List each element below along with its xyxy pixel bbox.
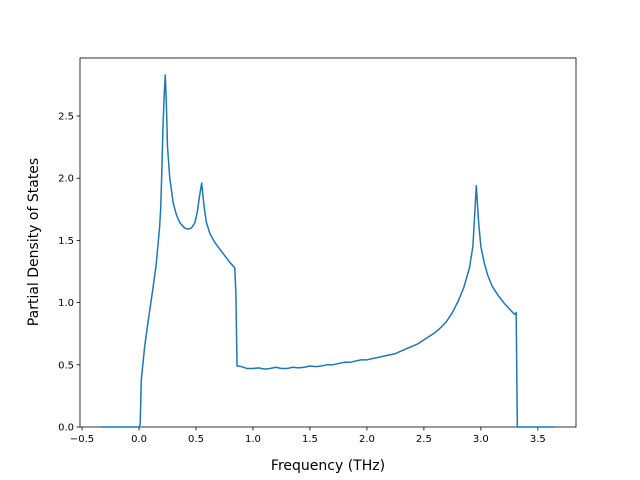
x-tick-label: 3.0 — [473, 434, 489, 445]
plot-frame — [79, 57, 577, 428]
x-tick-label: 1.5 — [302, 434, 318, 445]
data-line — [101, 74, 555, 428]
y-tick-label: 2.5 — [58, 111, 74, 122]
y-tick-label: 0.5 — [58, 360, 74, 371]
x-tick-label: 1.0 — [245, 434, 261, 445]
y-tick-label: 0.0 — [58, 423, 74, 434]
y-tick-label: 1.5 — [58, 236, 74, 247]
x-tick-label: 2.0 — [359, 434, 375, 445]
y-tick-label: 1.0 — [58, 298, 74, 309]
x-axis-label: Frequency (THz) — [271, 458, 385, 474]
x-tick-label: −0.5 — [70, 434, 94, 445]
x-tick-label: 3.5 — [530, 434, 546, 445]
y-axis-label: Partial Density of States — [26, 158, 42, 326]
x-tick-label: 0.5 — [188, 434, 204, 445]
y-tick-label: 2.0 — [58, 174, 74, 185]
x-tick-label: 0.0 — [131, 434, 147, 445]
x-tick-label: 2.5 — [416, 434, 432, 445]
